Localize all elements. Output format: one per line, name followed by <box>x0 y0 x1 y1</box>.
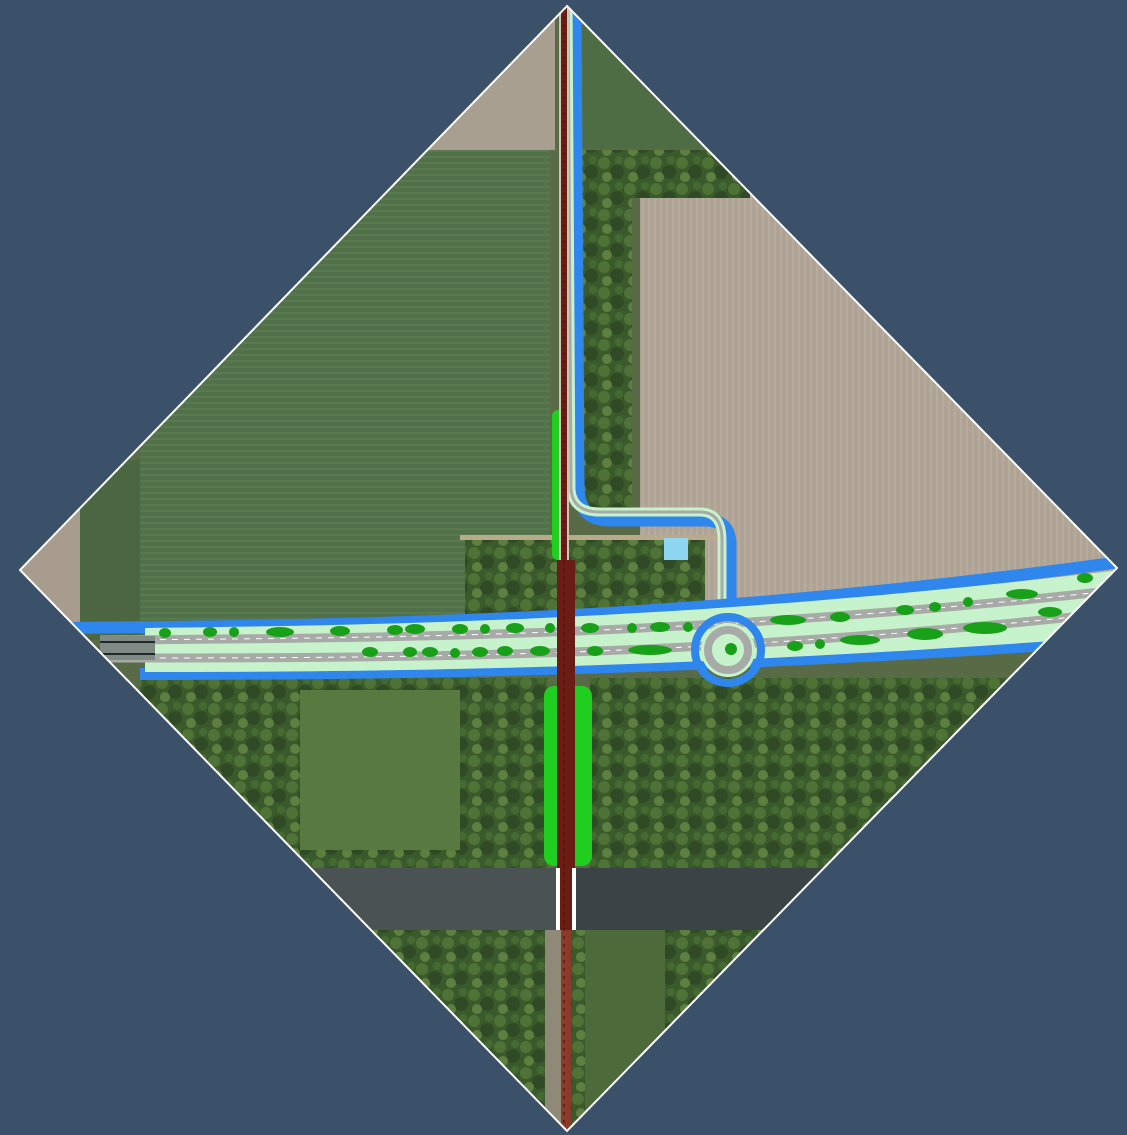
lane-marking-south <box>99 611 1117 659</box>
underpass-lines <box>100 641 155 655</box>
tree-planting <box>159 573 1093 658</box>
roundabout-ring <box>704 626 752 674</box>
treeline-right-of-rail <box>580 150 632 510</box>
underpass-west <box>100 636 155 660</box>
tree-row-north <box>159 573 1093 638</box>
rail-bed-north <box>561 6 567 628</box>
lane-marking-north <box>99 589 1117 641</box>
rail-track-south <box>561 930 571 1131</box>
roundabout-center-tree <box>725 643 737 655</box>
side-road-surface <box>566 6 724 620</box>
path-below-canal <box>545 930 563 1131</box>
roundabout-outer-ditch <box>691 613 765 687</box>
farm-lane <box>460 535 715 540</box>
rail-line <box>556 6 576 1131</box>
rail-bridge <box>557 560 575 880</box>
parking-area <box>664 538 688 560</box>
roundabout <box>691 613 765 687</box>
main-road-verge <box>145 570 1117 672</box>
side-road <box>563 6 737 623</box>
map-frame-border <box>18 4 1119 1133</box>
rail-bridge-deck <box>560 868 572 930</box>
meadow-center <box>300 690 460 850</box>
tree-row-median <box>362 607 1062 658</box>
